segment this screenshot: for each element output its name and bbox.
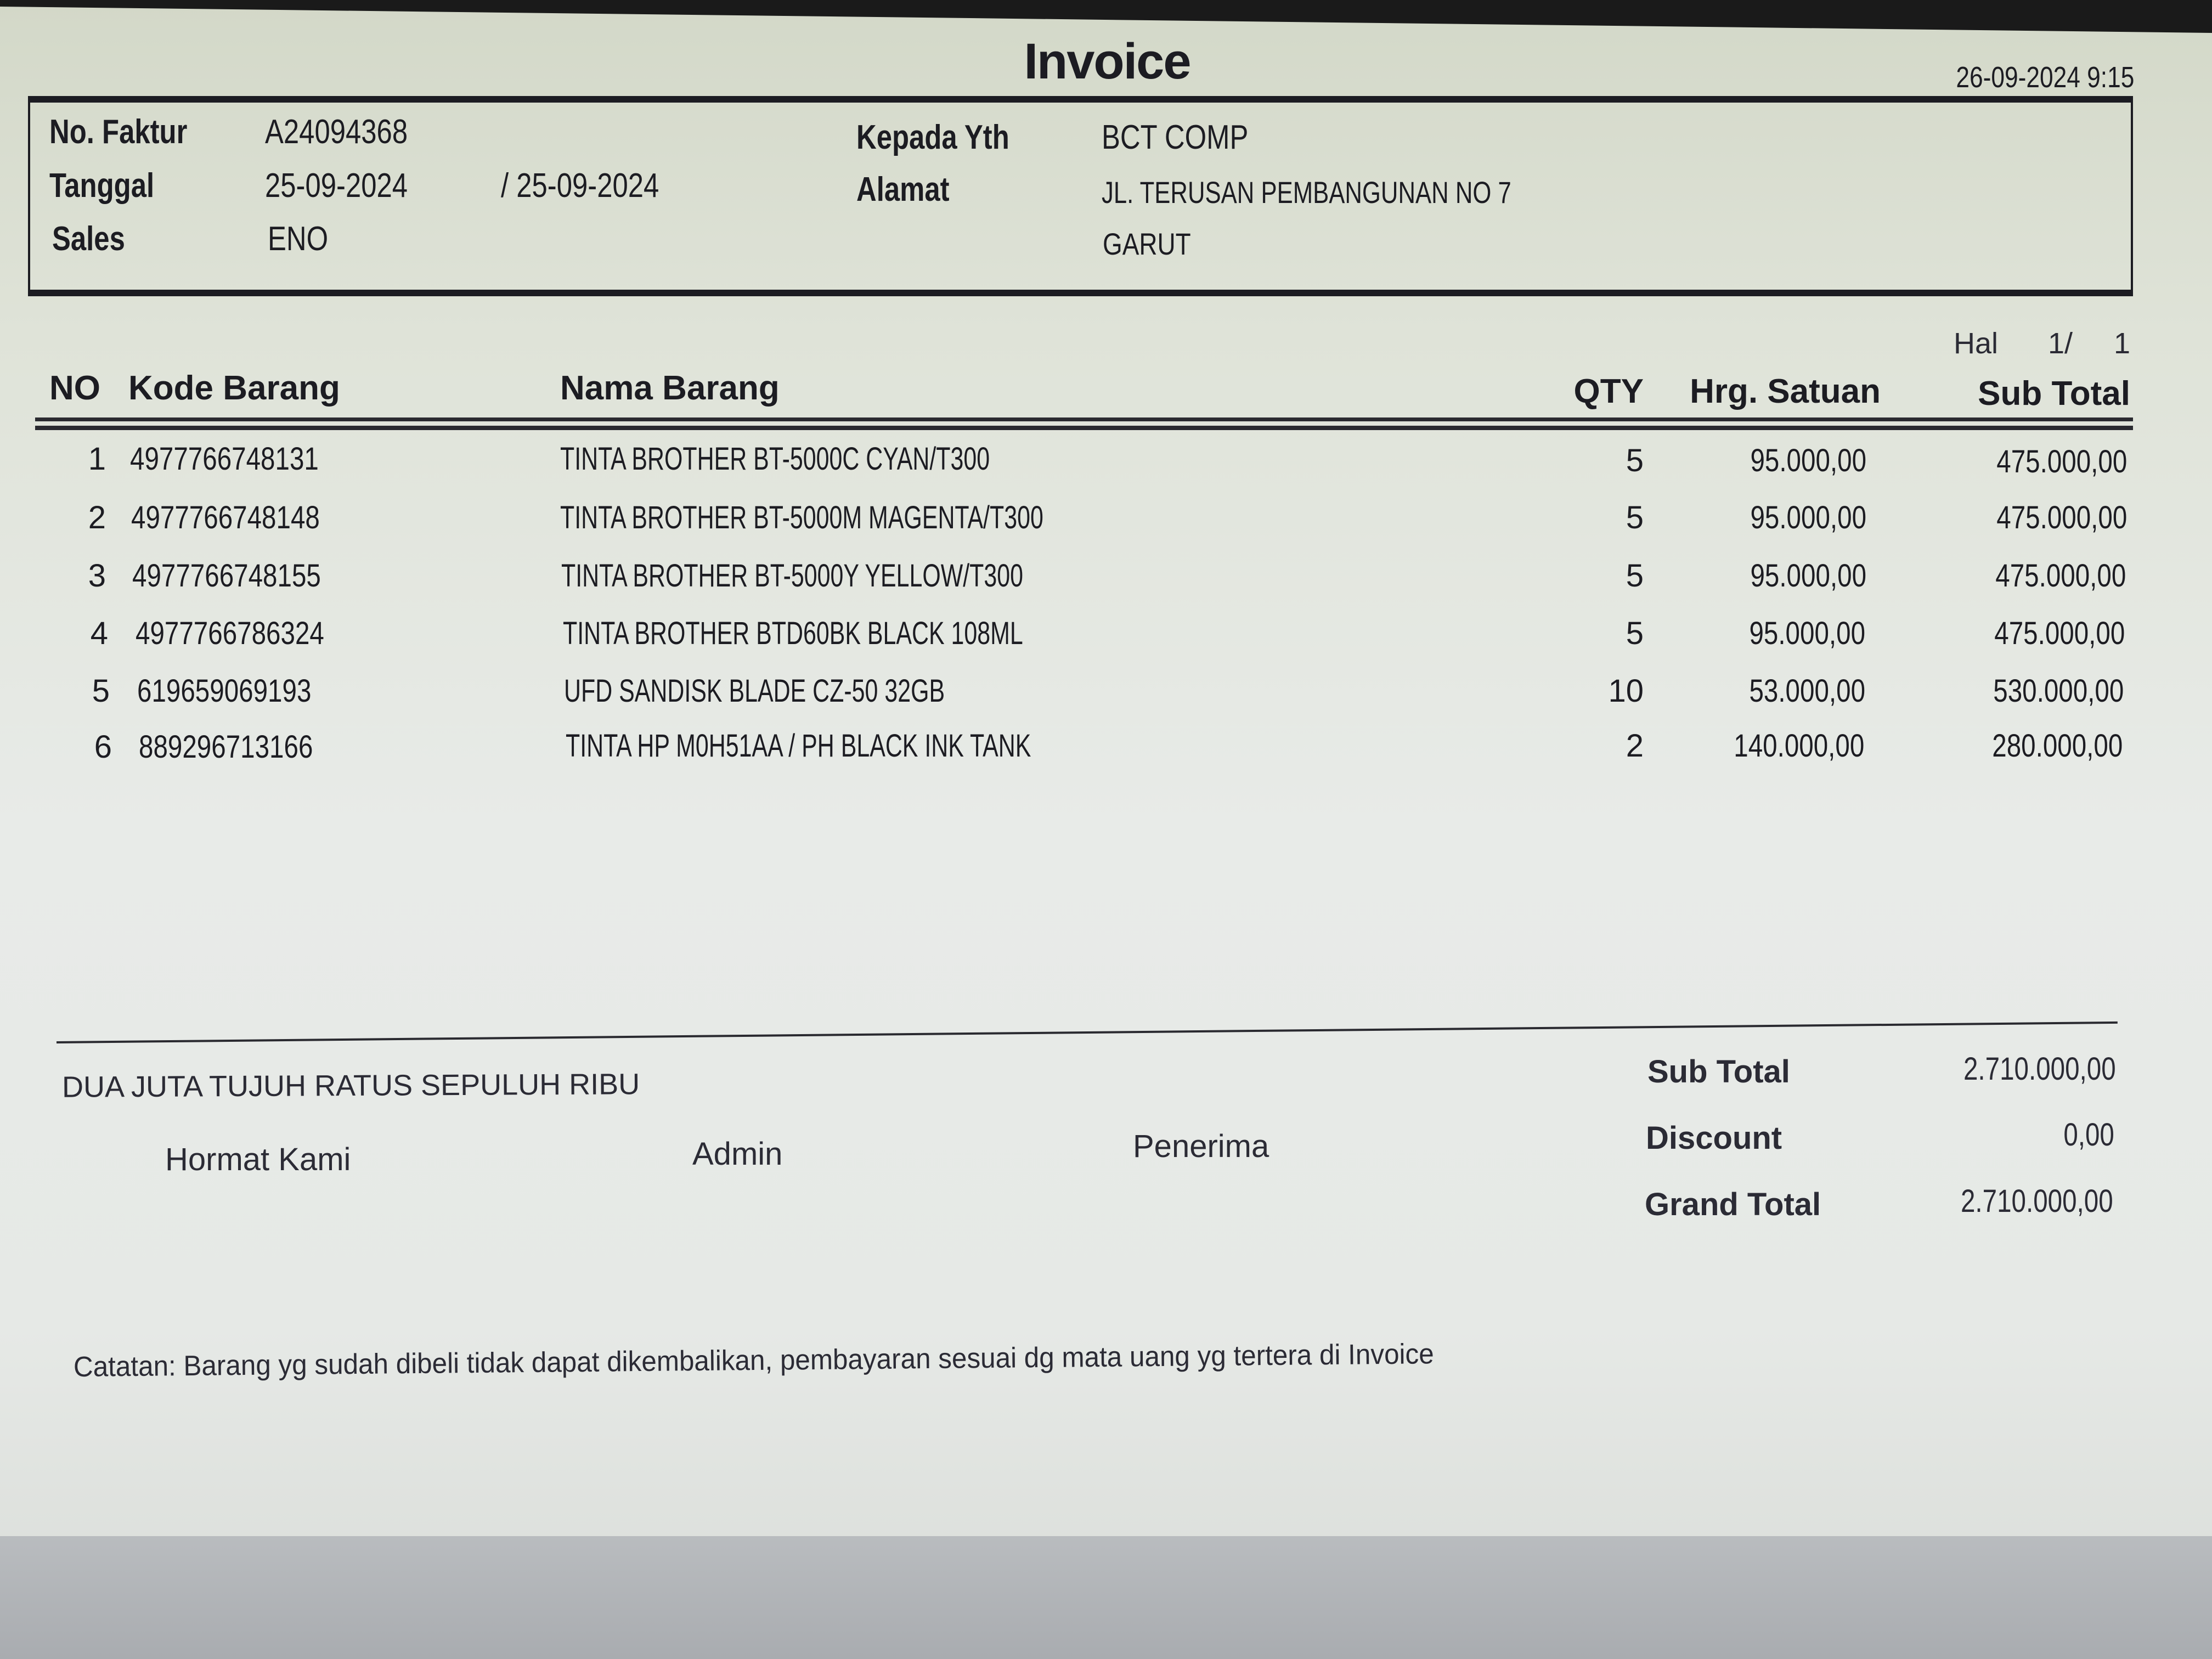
column-header-kode: Kode Barang (128, 369, 340, 407)
row-subtotal: 280.000,00 (1991, 728, 2123, 764)
column-header-no: NO (49, 369, 100, 407)
row-subtotal: 475.000,00 (1996, 444, 2127, 479)
row-subtotal: 530.000,00 (1993, 673, 2124, 709)
column-header-subtotal: Sub Total (1978, 375, 2130, 413)
row-nama: TINTA BROTHER BTD60BK BLACK 108ML (563, 616, 1023, 651)
row-no: 1 (88, 441, 106, 477)
alamat-label: Alamat (856, 171, 950, 208)
row-subtotal: 475.000,00 (1995, 558, 2126, 594)
header-divider-top (35, 417, 2133, 421)
row-harga: 95.000,00 (1750, 558, 1866, 594)
discount-label: Discount (1646, 1120, 1782, 1156)
row-harga: 95.000,00 (1750, 443, 1866, 478)
row-harga: 95.000,00 (1749, 616, 1865, 651)
row-qty: 5 (1626, 443, 1644, 478)
row-qty: 5 (1626, 616, 1644, 651)
alamat-line-1: JL. TERUSAN PEMBANGUNAN NO 7 (1102, 175, 1511, 210)
signature-hormat-kami: Hormat Kami (165, 1142, 351, 1177)
row-qty: 5 (1626, 558, 1644, 594)
tanggal-label: Tanggal (49, 167, 155, 205)
page-number-current: 1/ (2048, 327, 2073, 360)
row-no: 5 (92, 673, 110, 709)
row-kode: 4977766748148 (131, 500, 320, 535)
totals-divider (56, 1021, 2118, 1043)
column-header-harga: Hrg. Satuan (1690, 373, 1881, 410)
row-nama: UFD SANDISK BLADE CZ-50 32GB (564, 673, 945, 709)
screen-bezel (0, 0, 2212, 33)
column-header-nama: Nama Barang (560, 369, 780, 407)
invoice-info-box (28, 96, 2133, 296)
page-number-label: Hal (1954, 327, 1999, 360)
row-nama: TINTA BROTHER BT-5000Y YELLOW/T300 (561, 558, 1024, 594)
row-harga: 95.000,00 (1750, 500, 1866, 535)
row-kode: 4977766748155 (132, 558, 321, 594)
subtotal-label: Sub Total (1647, 1054, 1790, 1090)
tanggal-due-value: / 25-09-2024 (501, 167, 659, 205)
screen-bottom-edge (0, 1536, 2212, 1659)
row-harga: 140.000,00 (1733, 728, 1864, 764)
signature-penerima: Penerima (1133, 1128, 1269, 1164)
no-faktur-label: No. Faktur (49, 113, 188, 151)
subtotal-value: 2.710.000,00 (1963, 1051, 2116, 1087)
page-number-total: 1 (2114, 327, 2131, 360)
terbilang-text: DUA JUTA TUJUH RATUS SEPULUH RIBU (61, 1068, 640, 1104)
tanggal-value: 25-09-2024 (265, 167, 408, 205)
header-divider-bottom (35, 426, 2133, 430)
row-subtotal: 475.000,00 (1996, 500, 2127, 535)
row-no: 3 (88, 558, 106, 594)
kepada-label: Kepada Yth (856, 119, 1009, 156)
page-title: Invoice (1024, 33, 1191, 89)
row-kode: 889296713166 (139, 729, 313, 765)
row-no: 4 (90, 616, 108, 651)
alamat-line-2: GARUT (1103, 227, 1191, 261)
sales-label: Sales (52, 220, 125, 258)
row-no: 6 (94, 729, 112, 765)
row-kode: 4977766748131 (130, 441, 319, 477)
grand-total-label: Grand Total (1645, 1187, 1821, 1222)
row-subtotal: 475.000,00 (1994, 616, 2125, 651)
printed-timestamp: 26-09-2024 9:15 (1956, 61, 2134, 94)
row-harga: 53.000,00 (1749, 673, 1865, 709)
column-header-qty: QTY (1573, 373, 1644, 410)
row-nama: TINTA BROTHER BT-5000C CYAN/T300 (560, 441, 990, 477)
row-nama: TINTA BROTHER BT-5000M MAGENTA/T300 (560, 500, 1043, 535)
row-kode: 619659069193 (137, 673, 312, 709)
row-nama: TINTA HP M0H51AA / PH BLACK INK TANK (566, 728, 1031, 764)
grand-total-value: 2.710.000,00 (1961, 1183, 2113, 1219)
catatan-note: Catatan: Barang yg sudah dibeli tidak da… (73, 1338, 1434, 1383)
kepada-value: BCT COMP (1102, 119, 1249, 156)
discount-value: 0,00 (2063, 1117, 2114, 1153)
row-kode: 4977766786324 (136, 616, 324, 651)
sales-value: ENO (268, 220, 329, 258)
signature-admin: Admin (692, 1136, 783, 1172)
row-qty: 2 (1626, 728, 1644, 764)
row-qty: 5 (1626, 500, 1644, 535)
row-no: 2 (88, 500, 106, 535)
row-qty: 10 (1608, 673, 1644, 709)
no-faktur-value: A24094368 (265, 113, 408, 151)
